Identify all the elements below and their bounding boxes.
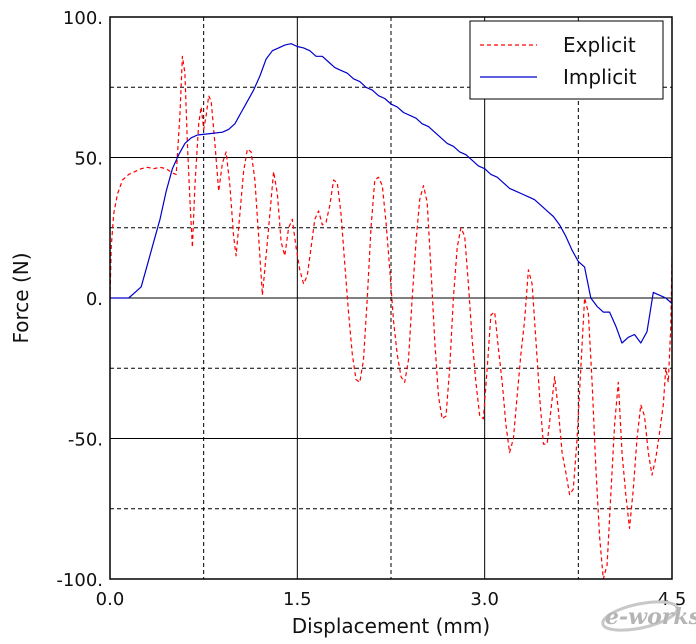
x-axis-label: Displacement (mm) bbox=[292, 614, 490, 638]
series-layer bbox=[110, 43, 672, 579]
legend: Explicit Implicit bbox=[469, 20, 664, 100]
x-tick-label-2: 3.0 bbox=[470, 589, 499, 610]
plot-frame bbox=[109, 16, 673, 580]
y-axis-label: Force (N) bbox=[9, 252, 33, 343]
x-tick-label-3: 4.5 bbox=[658, 589, 687, 610]
legend-implicit-label: Implicit bbox=[563, 65, 637, 89]
svg-text:e-works: e-works bbox=[605, 604, 696, 630]
y-tick-label-4: -100. bbox=[56, 570, 103, 591]
x-tick-label-0: 0.0 bbox=[96, 589, 125, 610]
legend-explicit-label: Explicit bbox=[563, 33, 636, 57]
series-line-explicit bbox=[110, 55, 672, 579]
y-tick-label-1: 50. bbox=[74, 149, 103, 170]
x-tick-label-1: 1.5 bbox=[283, 589, 312, 610]
e-works-logo: e-works bbox=[601, 600, 696, 632]
y-tick-label-2: 0. bbox=[86, 289, 103, 310]
y-tick-label-0: 100. bbox=[63, 8, 103, 29]
legend-box bbox=[469, 20, 664, 100]
y-tick-label-3: -50. bbox=[68, 430, 103, 451]
series-line-implicit bbox=[110, 43, 672, 344]
tick-label-layer: 0.0 1.5 3.0 4.5 100. 50. 0. -50. -100. bbox=[56, 8, 686, 610]
